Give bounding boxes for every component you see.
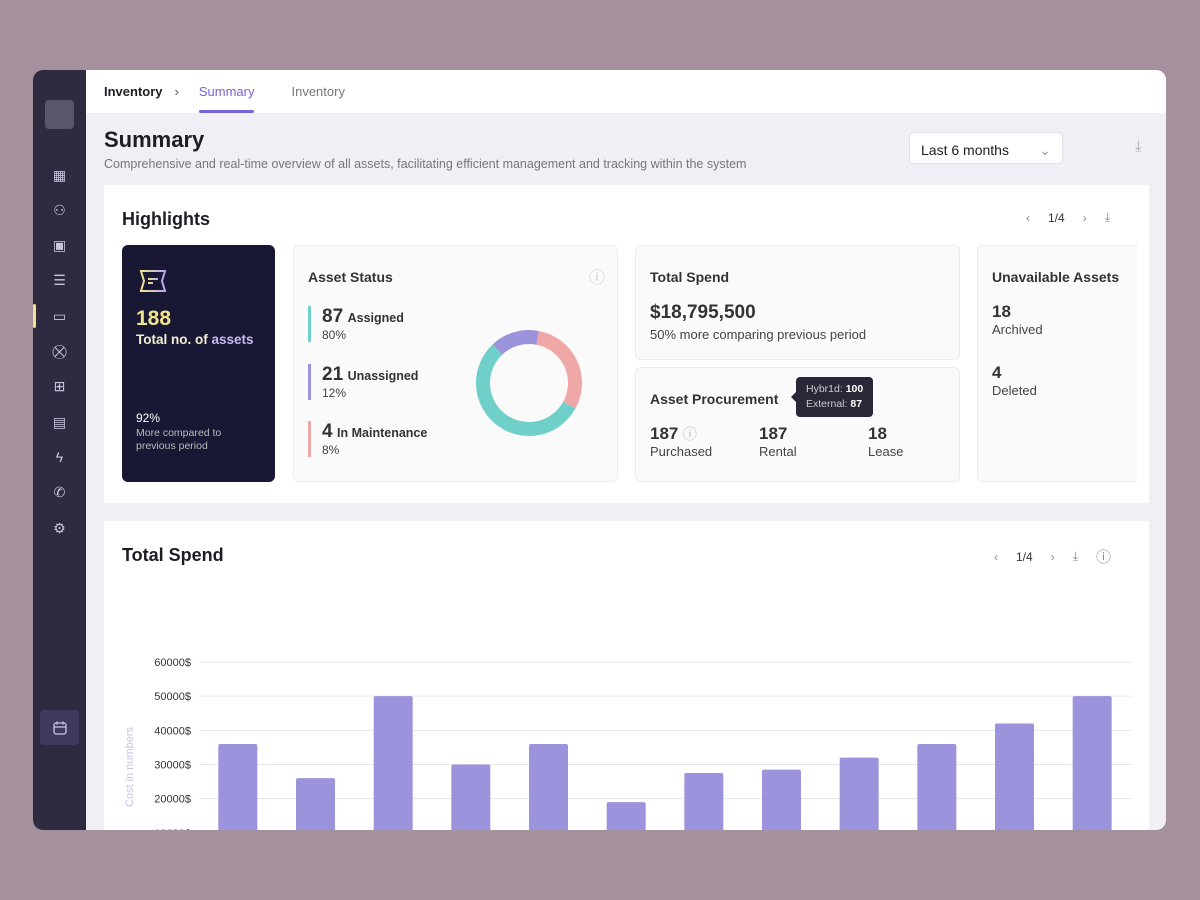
y-axis-label: Cost in numbers (124, 726, 136, 807)
total-assets-value: 188 (136, 307, 172, 330)
unavailable-item: 18 Archived (992, 302, 1043, 337)
total-assets-pct: 92% (136, 411, 161, 425)
status-item: 87 Assigned 80% (308, 306, 404, 342)
logo (45, 100, 74, 129)
settings-icon[interactable]: ⚙ (53, 519, 66, 536)
spend-bar-chart: 010000$20000$30000$40000$50000$60000$Cos… (124, 657, 1131, 830)
procurement-item: 187 ⓘ Purchased (650, 424, 713, 459)
bar (296, 778, 335, 830)
highlights-title: Highlights (122, 209, 210, 229)
bar (839, 757, 879, 830)
asset-status-donut (476, 330, 582, 436)
sidebar: ▦ ⚇ ▣ ☰ ▭ ⛒ ⊞ ▤ ϟ ✆ ⚙ (33, 70, 86, 830)
info-icon[interactable]: ⓘ (1096, 549, 1112, 566)
next-icon[interactable]: › (1050, 549, 1055, 564)
next-icon[interactable]: › (1082, 210, 1087, 225)
bar (684, 773, 724, 830)
y-tick-label: 20000$ (154, 794, 191, 806)
y-tick-label: 40000$ (154, 725, 191, 737)
page-indicator: 1/4 (1048, 210, 1065, 225)
chevron-down-icon: ⌄ (1039, 142, 1051, 158)
info-icon: ⓘ (682, 426, 697, 442)
info-icon[interactable]: ⓘ (588, 270, 605, 287)
asset-status-card: Asset Status ⓘ 87 Assigned 80% 21 Unassign… (293, 245, 618, 482)
bar (1072, 696, 1112, 830)
prev-icon[interactable]: ‹ (1026, 210, 1030, 225)
download-icon[interactable]: ⤓ (1072, 549, 1078, 563)
dashboard-icon[interactable]: ▦ (52, 166, 67, 183)
terminal-icon[interactable]: ▣ (52, 237, 67, 254)
app-window: ▦ ⚇ ▣ ☰ ▭ ⛒ ⊞ ▤ ϟ ✆ ⚙ Inventory › Summary Inventor… (33, 70, 1166, 830)
calendar-icon[interactable] (40, 710, 79, 745)
bar (606, 802, 646, 830)
phone-icon[interactable]: ✆ (53, 484, 66, 501)
procurement-card: Asset Procurement 187 ⓘ Purchased 187 Renta… (635, 367, 960, 482)
tab-inventory[interactable]: Inventory (291, 84, 345, 99)
y-tick-label: 10000$ (154, 828, 191, 830)
total-assets-label: Total no. of (136, 332, 212, 347)
procurement-item: 18 Lease (868, 424, 904, 459)
total-assets-card: 188 Total no. of assets 92% More compare… (122, 245, 275, 482)
unavailable-title: Unavailable Assets (992, 269, 1120, 285)
bar (762, 769, 801, 830)
total-spend-note: 50% more comparing previous period (650, 327, 867, 342)
top-nav: Inventory › Summary Inventory (86, 70, 1166, 113)
document-icon[interactable]: ▤ (52, 413, 67, 430)
total-spend-panel: Total Spend ‹1/4›⤓ⓘ 010000$20000$30000$4… (104, 521, 1149, 830)
bar (373, 696, 413, 830)
y-tick-label: 60000$ (154, 657, 191, 669)
breadcrumb-root[interactable]: Inventory (104, 84, 163, 99)
donut-segment (535, 330, 582, 409)
status-item: 21 Unassigned 12% (308, 363, 418, 400)
y-tick-label: 50000$ (154, 691, 191, 703)
unavailable-card: Unavailable Assets 18 Archived 4 Deleted (977, 245, 1137, 482)
bar (218, 744, 258, 830)
total-spend-title: Total Spend (650, 269, 730, 285)
cart-icon[interactable]: ⛒ (52, 343, 67, 359)
download-icon[interactable]: ⤓ (1104, 210, 1110, 224)
spend-panel-title: Total Spend (122, 545, 224, 565)
bolt-icon[interactable]: ϟ (55, 449, 64, 466)
total-assets-label-accent: assets (211, 332, 254, 347)
bar (529, 744, 568, 830)
total-spend-card: Total Spend $18,795,500 50% more compari… (635, 245, 960, 360)
highlights-pager: ‹ 1/4 › ⤓ (1026, 210, 1110, 225)
checklist-icon[interactable]: ☰ (53, 272, 66, 289)
donut-segment (492, 330, 539, 355)
procurement-title: Asset Procurement (650, 391, 779, 407)
download-icon[interactable]: ⤓ (1135, 138, 1142, 155)
laptop-icon[interactable]: ▭ (33, 302, 86, 330)
page-title: Summary (104, 127, 205, 152)
apps-add-icon[interactable]: ⊞ (53, 378, 66, 395)
total-spend-value: $18,795,500 (650, 302, 756, 323)
prev-icon[interactable]: ‹ (994, 549, 998, 564)
donut-segment (476, 344, 576, 436)
period-select[interactable]: Last 6 months ⌄ (909, 132, 1063, 164)
total-assets-note: More compared to previous period (136, 427, 222, 452)
tab-summary[interactable]: Summary (198, 70, 254, 113)
ticket-icon (139, 270, 167, 292)
spend-pager: ‹ 1/4 › ⤓ ⓘ (994, 546, 1111, 567)
procurement-item: 187 Rental (759, 424, 797, 459)
y-tick-label: 30000$ (154, 760, 191, 772)
page-subtitle: Comprehensive and real-time overview of … (104, 157, 747, 171)
page-indicator: 1/4 (1016, 549, 1033, 564)
bar (995, 723, 1034, 830)
bar (451, 764, 491, 830)
unavailable-item: 4 Deleted (992, 363, 1037, 398)
highlights-panel: Highlights ‹ 1/4 › ⤓ 188 Total no. of asset… (104, 185, 1149, 503)
asset-status-title: Asset Status (308, 269, 393, 285)
chevron-right-icon: › (174, 84, 179, 99)
period-value: Last 6 months (921, 142, 1009, 158)
purchased-tooltip: Hybr1d: 100 External: 87 (790, 377, 874, 417)
status-item: 4 In Maintenance 8% (308, 421, 427, 457)
bar (917, 744, 957, 830)
users-icon[interactable]: ⚇ (53, 201, 66, 218)
